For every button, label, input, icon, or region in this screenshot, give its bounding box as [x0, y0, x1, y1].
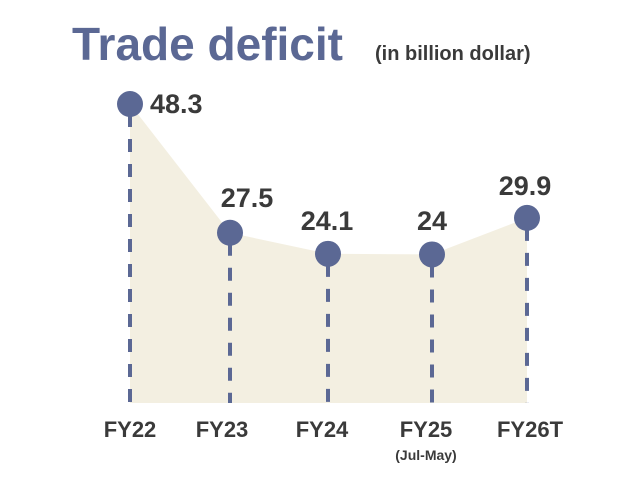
- data-label-fy25: 24: [417, 206, 447, 236]
- plot-area: 48.3 27.5 24.1 24 29.9 FY22 FY23 FY24 FY25 (Jul-M…: [104, 89, 564, 463]
- data-point-fy23: [217, 219, 243, 246]
- x-tick-fy24: FY24: [296, 417, 349, 442]
- x-tick-fy22: FY22: [104, 417, 157, 442]
- x-tick-fy23: FY23: [196, 417, 249, 442]
- data-point-fy24: [315, 240, 341, 267]
- data-label-fy22: 48.3: [150, 89, 203, 119]
- data-label-fy24: 24.1: [301, 206, 354, 236]
- data-point-fy22: [117, 91, 143, 118]
- chart-subtitle: (in billion dollar): [375, 43, 531, 65]
- data-label-fy23: 27.5: [221, 183, 274, 213]
- x-tick-fy26t: FY26T: [497, 417, 564, 442]
- data-point-fy25: [419, 241, 445, 268]
- chart-title-group: Trade deficit (in billion dollar): [72, 18, 531, 70]
- x-tick-fy25: FY25: [400, 417, 453, 442]
- data-label-fy26t: 29.9: [499, 171, 552, 201]
- data-point-fy26t: [514, 204, 540, 231]
- chart-title: Trade deficit: [72, 18, 343, 70]
- x-tick-note-fy25: (Jul-May): [395, 447, 456, 463]
